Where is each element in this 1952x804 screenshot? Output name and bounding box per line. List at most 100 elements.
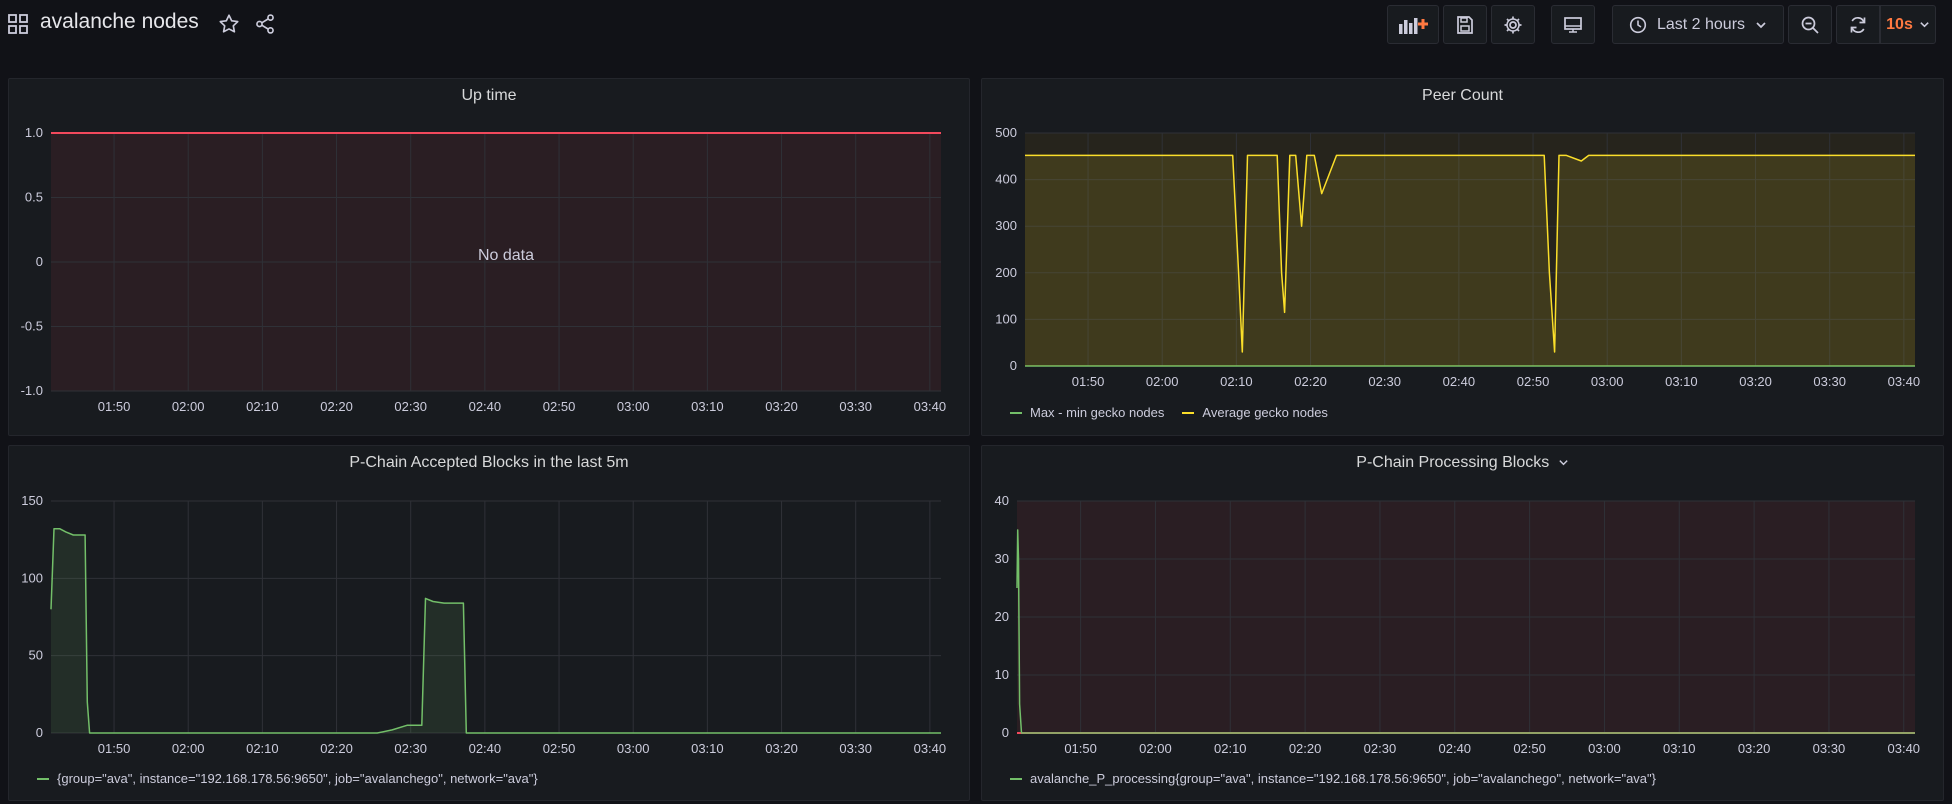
legend-item[interactable]: {group="ava", instance="192.168.178.56:9…	[37, 771, 538, 786]
refresh-interval-label: 10s	[1886, 15, 1913, 33]
plot-band	[1025, 133, 1915, 366]
y-tick-label: 1.0	[25, 125, 43, 140]
x-tick-label: 01:50	[98, 741, 131, 756]
x-tick-label: 03:30	[839, 741, 872, 756]
legend-item[interactable]: avalanche_P_processing{group="ava", inst…	[1010, 771, 1656, 786]
refresh-icon	[1850, 16, 1866, 33]
refresh-button[interactable]	[1836, 5, 1880, 44]
x-tick-label: 03:10	[1665, 374, 1698, 389]
series-line	[1016, 529, 1915, 734]
x-tick-label: 03:30	[839, 399, 872, 414]
add-panel-icon	[1399, 17, 1428, 34]
y-tick-label: 20	[995, 609, 1009, 624]
x-tick-label: 03:40	[1888, 374, 1921, 389]
x-tick-label: 03:00	[1588, 741, 1621, 756]
chevron-down-icon	[1756, 21, 1766, 28]
panel-title-text: P-Chain Processing Blocks	[1356, 454, 1550, 471]
panel-title[interactable]: P-Chain Processing Blocks	[982, 454, 1943, 472]
share-icon[interactable]	[254, 13, 276, 40]
x-tick-label: 02:50	[1517, 374, 1550, 389]
x-tick-label: 02:50	[1513, 741, 1546, 756]
star-icon[interactable]	[218, 13, 240, 40]
panel-p-chain-processing-blocks[interactable]: P-Chain Processing Blocks 40 30 20 10 0 01:50…	[981, 445, 1944, 801]
refresh-interval-picker[interactable]: 10s	[1880, 5, 1936, 44]
y-tick-label: 100	[21, 570, 43, 585]
legend: Max - min gecko nodes Average gecko node…	[1010, 405, 1328, 420]
legend-label: Average gecko nodes	[1202, 405, 1328, 420]
x-tick-label: 02:00	[1146, 374, 1179, 389]
panel-title[interactable]: P-Chain Accepted Blocks in the last 5m	[349, 454, 629, 471]
x-tick-label: 02:10	[246, 741, 279, 756]
legend: {group="ava", instance="192.168.178.56:9…	[37, 771, 538, 786]
x-tick-label: 03:20	[1739, 374, 1772, 389]
gear-icon	[1504, 16, 1522, 33]
x-tick-label: 02:30	[394, 741, 427, 756]
legend-label: Max - min gecko nodes	[1030, 405, 1165, 420]
panel-p-chain-accepted-blocks[interactable]: P-Chain Accepted Blocks in the last 5m 1…	[8, 445, 970, 801]
legend-item[interactable]: Average gecko nodes	[1182, 405, 1328, 420]
x-tick-label: 02:50	[543, 741, 576, 756]
x-tick-label: 02:10	[1214, 741, 1247, 756]
x-tick-label: 02:40	[1443, 374, 1476, 389]
y-tick-label: -1.0	[21, 383, 43, 398]
cycle-view-mode-button[interactable]	[1551, 5, 1595, 44]
dashboard-grid-icon[interactable]	[8, 14, 28, 34]
dashboard-settings-button[interactable]	[1491, 5, 1535, 44]
x-tick-label: 02:20	[320, 741, 353, 756]
panel-uptime[interactable]: Up time 1.0 0.5 0 -0.5 -1.0 01:50 02:00 02:10 02…	[8, 78, 970, 436]
monitor-icon	[1564, 16, 1582, 33]
x-tick-label: 03:30	[1813, 741, 1846, 756]
x-tick-label: 02:00	[172, 399, 205, 414]
panel-title[interactable]: Peer Count	[1422, 87, 1503, 104]
x-tick-label: 03:20	[1738, 741, 1771, 756]
y-tick-label: 0	[1010, 358, 1017, 373]
x-tick-label: 03:40	[914, 399, 947, 414]
save-icon	[1457, 15, 1473, 34]
time-range-picker[interactable]: Last 2 hours	[1612, 5, 1784, 44]
legend-swatch	[1010, 411, 1022, 414]
add-panel-button[interactable]	[1387, 5, 1439, 44]
y-tick-label: 400	[995, 172, 1017, 187]
y-tick-label: 0.5	[25, 190, 43, 205]
dashboard-title[interactable]: avalanche nodes	[40, 10, 199, 33]
x-tick-label: 02:40	[469, 399, 502, 414]
x-tick-label: 02:20	[1289, 741, 1322, 756]
y-tick-label: 200	[995, 265, 1017, 280]
series-area	[51, 528, 941, 733]
x-tick-label: 02:50	[543, 399, 576, 414]
x-tick-label: 02:20	[320, 399, 353, 414]
chevron-down-icon	[1920, 22, 1929, 28]
y-tick-label: 500	[995, 125, 1017, 140]
x-tick-label: 03:10	[691, 399, 724, 414]
processing-blocks-chart: 40 30 20 10 0 01:50 02:00 02:10 02:20 02:30 02:40 0…	[995, 493, 1921, 756]
legend-label: avalanche_P_processing{group="ava", inst…	[1030, 771, 1656, 786]
x-tick-label: 03:10	[1663, 741, 1696, 756]
peer-count-chart: 500 400 300 200 100 0 01:50 02:00 02:10 02:20 02:3…	[995, 125, 1921, 389]
legend-item[interactable]: Max - min gecko nodes	[1010, 405, 1164, 420]
panel-peer-count[interactable]: Peer Count 500 400 300 200 100 0 01:50 02:00 02:…	[981, 78, 1944, 436]
x-tick-label: 01:50	[1072, 374, 1105, 389]
x-tick-label: 03:20	[765, 399, 798, 414]
x-tick-label: 02:00	[1139, 741, 1172, 756]
y-tick-label: 150	[21, 493, 43, 508]
panel-title[interactable]: Up time	[461, 87, 517, 104]
x-tick-label: 03:40	[914, 741, 947, 756]
legend-swatch	[1010, 777, 1022, 780]
x-tick-label: 02:40	[469, 741, 502, 756]
y-tick-label: 0	[36, 725, 43, 740]
x-tick-label: 02:20	[1294, 374, 1327, 389]
x-tick-label: 01:50	[1064, 741, 1097, 756]
uptime-chart: 1.0 0.5 0 -0.5 -1.0 01:50 02:00 02:10 02:20 02:30…	[21, 125, 947, 414]
legend-label: {group="ava", instance="192.168.178.56:9…	[57, 771, 538, 786]
series-line	[50, 528, 941, 734]
x-tick-label: 03:00	[617, 741, 650, 756]
save-dashboard-button[interactable]	[1443, 5, 1487, 44]
x-tick-label: 01:50	[98, 399, 131, 414]
chevron-down-icon[interactable]	[1558, 457, 1569, 468]
legend: avalanche_P_processing{group="ava", inst…	[1010, 771, 1656, 786]
time-range-label: Last 2 hours	[1656, 15, 1746, 33]
zoom-out-icon	[1801, 16, 1819, 34]
zoom-out-button[interactable]	[1788, 5, 1832, 44]
x-tick-label: 02:30	[1368, 374, 1401, 389]
no-data-message: No data	[478, 247, 534, 264]
